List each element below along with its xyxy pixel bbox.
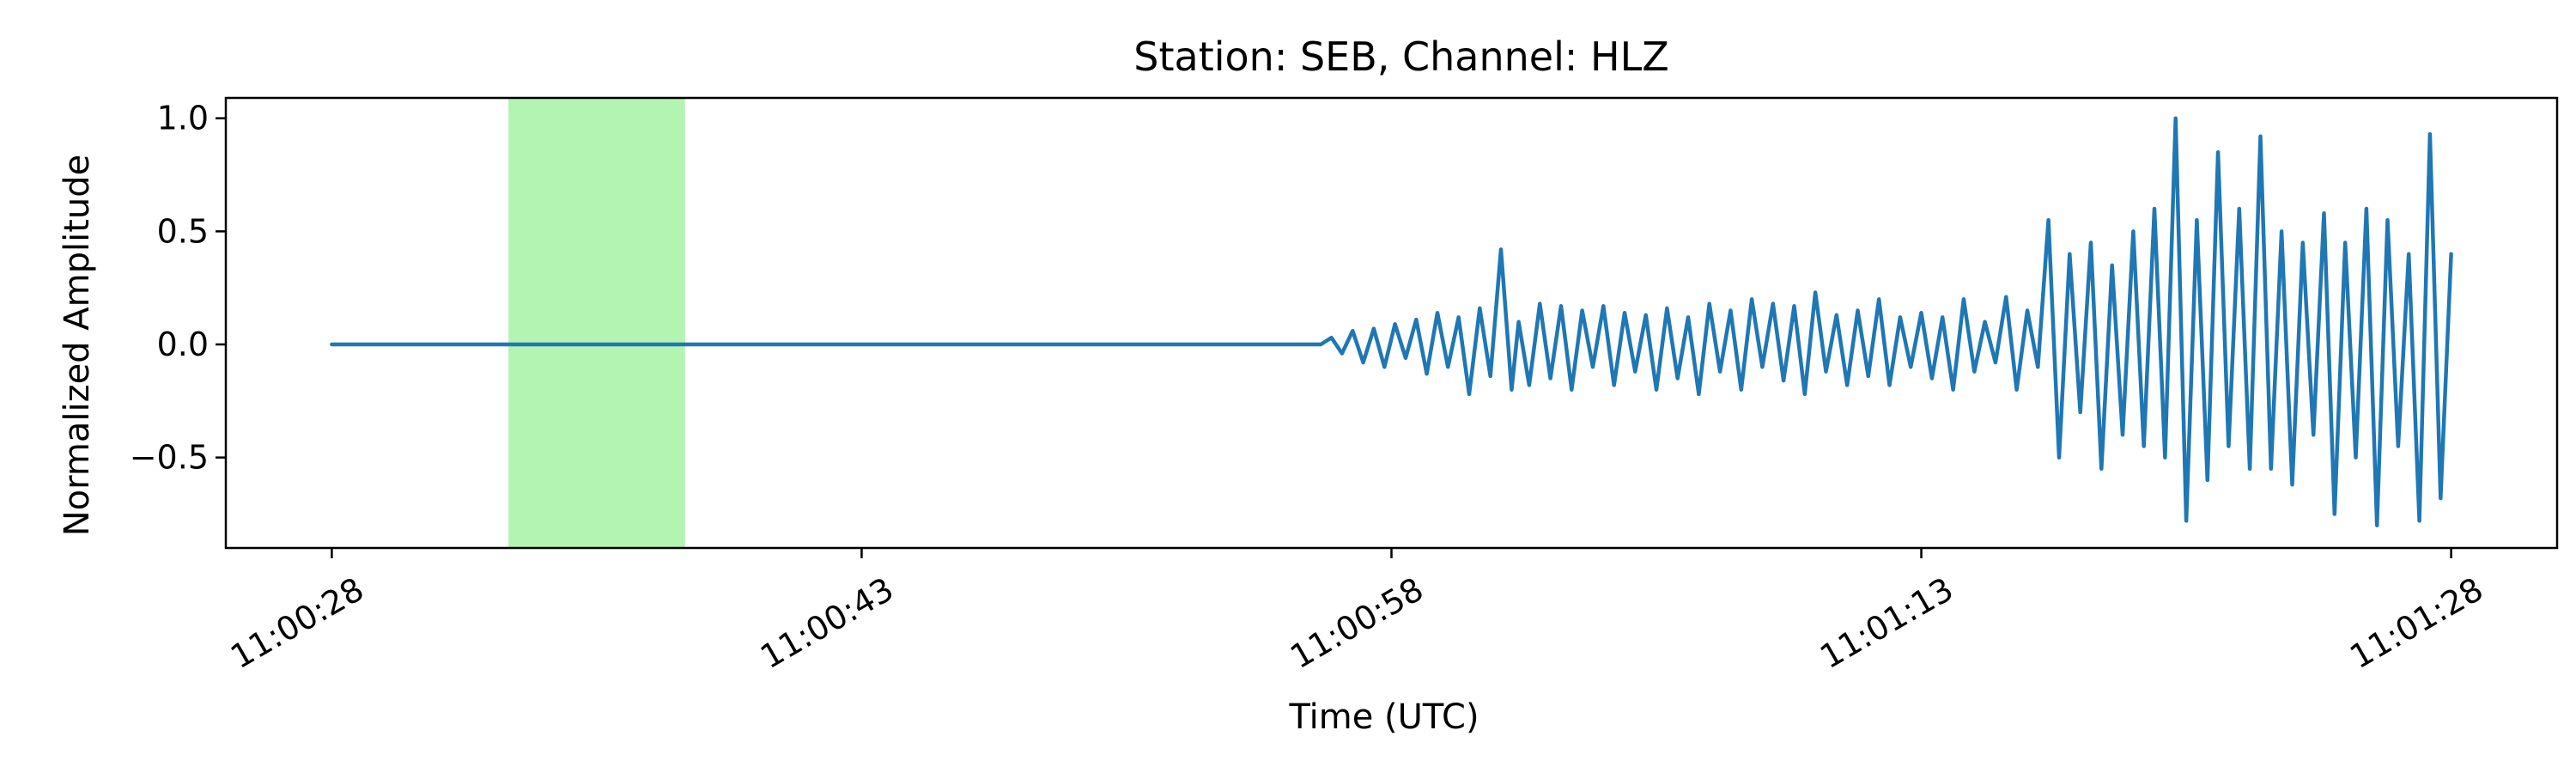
chart-title: Station: SEB, Channel: HLZ: [1133, 33, 1668, 80]
y-axis-label: Normalized Amplitude: [58, 155, 97, 537]
y-tick-label: 0.0: [157, 326, 209, 363]
waveform-line-hlz: [330, 116, 2453, 527]
highlight-window: [508, 98, 685, 548]
y-tick-label: 0.5: [157, 212, 209, 250]
y-tick-label: 1.0: [157, 100, 209, 137]
x-axis-label: Time (UTC): [1288, 697, 1479, 737]
y-tick-label: −0.5: [130, 439, 209, 477]
